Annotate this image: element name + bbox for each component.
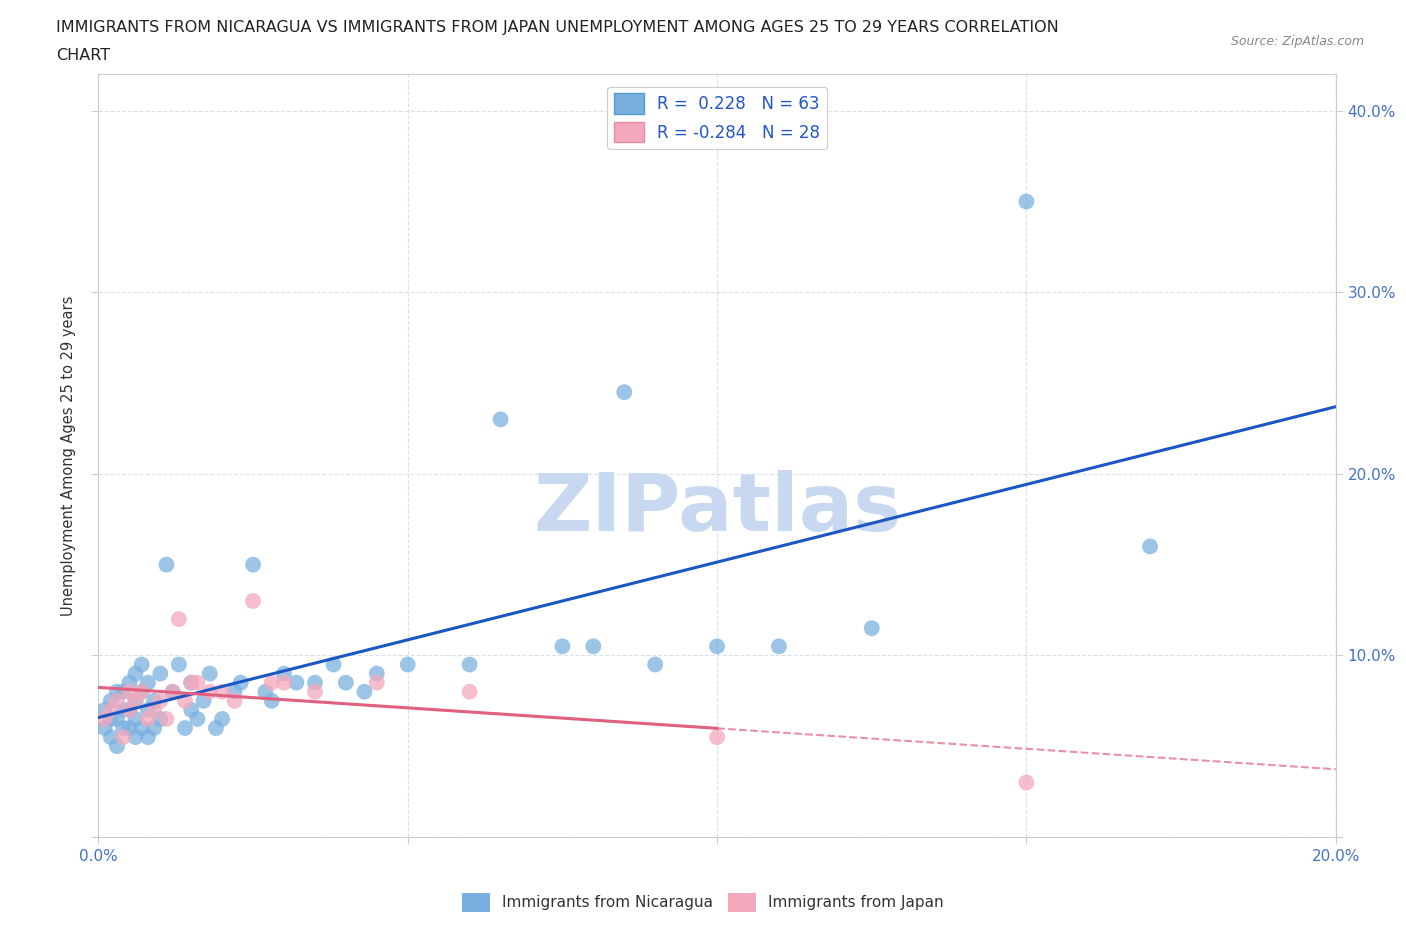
Point: [112, 730, 135, 745]
Point: [860, 620, 883, 635]
Point: [304, 684, 326, 699]
Legend: R =  0.228   N = 63, R = -0.284   N = 28: R = 0.228 N = 63, R = -0.284 N = 28: [607, 86, 827, 149]
Point: [242, 557, 264, 572]
Point: [706, 730, 728, 745]
Point: [285, 675, 308, 690]
Point: [100, 711, 122, 726]
Point: [186, 675, 208, 690]
Point: [644, 658, 666, 672]
Point: [136, 702, 159, 717]
Point: [260, 694, 283, 709]
Point: [186, 711, 208, 726]
Point: [211, 711, 233, 726]
Point: [706, 639, 728, 654]
Point: [613, 385, 636, 400]
Point: [143, 721, 166, 736]
Point: [105, 738, 128, 753]
Point: [224, 684, 246, 699]
Point: [118, 684, 141, 699]
Point: [273, 666, 295, 681]
Point: [366, 666, 388, 681]
Point: [112, 721, 135, 736]
Point: [167, 658, 190, 672]
Point: [105, 694, 128, 709]
Text: Source: ZipAtlas.com: Source: ZipAtlas.com: [1230, 35, 1364, 48]
Point: [193, 694, 215, 709]
Point: [136, 711, 159, 726]
Point: [198, 666, 221, 681]
Point: [458, 658, 481, 672]
Y-axis label: Unemployment Among Ages 25 to 29 years: Unemployment Among Ages 25 to 29 years: [60, 296, 76, 616]
Point: [136, 730, 159, 745]
Point: [211, 684, 233, 699]
Point: [131, 684, 153, 699]
Point: [105, 711, 128, 726]
Point: [162, 684, 184, 699]
Point: [489, 412, 512, 427]
Point: [155, 557, 177, 572]
Point: [180, 675, 202, 690]
Point: [143, 694, 166, 709]
Point: [93, 721, 115, 736]
Point: [366, 675, 388, 690]
Point: [118, 702, 141, 717]
Point: [124, 711, 146, 726]
Point: [335, 675, 357, 690]
Point: [118, 675, 141, 690]
Point: [242, 593, 264, 608]
Point: [224, 694, 246, 709]
Point: [254, 684, 277, 699]
Point: [100, 730, 122, 745]
Point: [93, 711, 115, 726]
Point: [149, 694, 172, 709]
Point: [768, 639, 790, 654]
Point: [100, 702, 122, 717]
Point: [198, 684, 221, 699]
Point: [149, 711, 172, 726]
Point: [112, 702, 135, 717]
Point: [174, 694, 197, 709]
Point: [353, 684, 375, 699]
Point: [205, 721, 228, 736]
Point: [180, 675, 202, 690]
Point: [131, 684, 153, 699]
Point: [260, 675, 283, 690]
Point: [1015, 194, 1038, 209]
Legend: Immigrants from Nicaragua, Immigrants from Japan: Immigrants from Nicaragua, Immigrants fr…: [456, 887, 950, 918]
Point: [167, 612, 190, 627]
Point: [124, 694, 146, 709]
Point: [149, 666, 172, 681]
Point: [458, 684, 481, 699]
Point: [124, 730, 146, 745]
Point: [112, 684, 135, 699]
Point: [155, 711, 177, 726]
Point: [180, 702, 202, 717]
Point: [1139, 539, 1161, 554]
Point: [124, 666, 146, 681]
Point: [582, 639, 605, 654]
Point: [174, 721, 197, 736]
Text: IMMIGRANTS FROM NICARAGUA VS IMMIGRANTS FROM JAPAN UNEMPLOYMENT AMONG AGES 25 TO: IMMIGRANTS FROM NICARAGUA VS IMMIGRANTS …: [56, 20, 1059, 35]
Point: [105, 684, 128, 699]
Text: CHART: CHART: [56, 48, 110, 63]
Point: [93, 702, 115, 717]
Point: [322, 658, 344, 672]
Point: [136, 675, 159, 690]
Point: [124, 694, 146, 709]
Text: ZIPatlas: ZIPatlas: [533, 470, 901, 548]
Point: [1015, 775, 1038, 790]
Point: [304, 675, 326, 690]
Point: [229, 675, 252, 690]
Point: [273, 675, 295, 690]
Point: [396, 658, 419, 672]
Point: [551, 639, 574, 654]
Point: [143, 702, 166, 717]
Point: [118, 721, 141, 736]
Point: [100, 694, 122, 709]
Point: [162, 684, 184, 699]
Point: [118, 702, 141, 717]
Point: [131, 658, 153, 672]
Point: [131, 721, 153, 736]
